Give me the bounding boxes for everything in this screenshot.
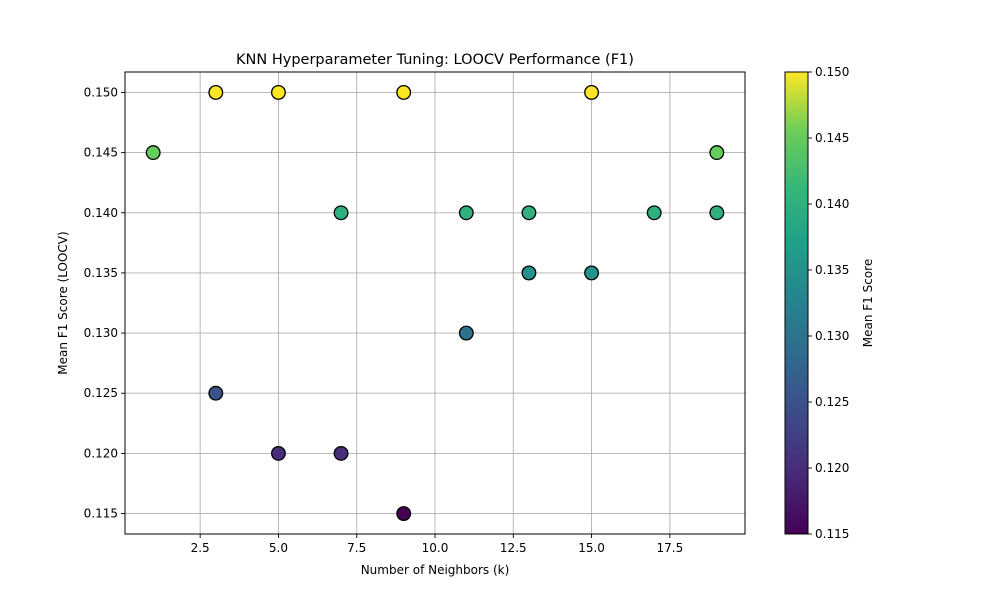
colorbar-tick-label: 0.130 (815, 329, 849, 343)
y-axis-label: Mean F1 Score (LOOCV) (56, 231, 70, 374)
y-tick-label: 0.135 (84, 266, 118, 280)
data-point (333, 205, 349, 221)
colorbar-tick-label: 0.145 (815, 131, 849, 145)
y-tick-label: 0.150 (84, 85, 118, 99)
y-tick-label: 0.145 (84, 146, 118, 160)
colorbar-tick-label: 0.135 (815, 263, 849, 277)
x-tick-label: 12.5 (500, 541, 527, 555)
data-point (521, 265, 537, 281)
data-point (145, 145, 161, 161)
colorbar: 0.115 0.120 0.125 0.130 0.135 0.140 0.145 0.150… (784, 65, 875, 541)
data-point (333, 445, 349, 461)
chart-title: KNN Hyperparameter Tuning: LOOCV Perform… (236, 52, 634, 68)
y-tick-label: 0.120 (84, 446, 118, 460)
x-tick-label: 15.0 (578, 541, 605, 555)
colorbar-tick-label: 0.150 (815, 65, 849, 79)
data-point (646, 205, 662, 221)
x-axis-label: Number of Neighbors (k) (361, 563, 510, 577)
colorbar-tick-label: 0.125 (815, 395, 849, 409)
x-tick-label: 17.5 (656, 541, 683, 555)
colorbar-tick-label: 0.115 (815, 527, 849, 541)
data-point (709, 145, 725, 161)
colorbar-ticks: 0.115 0.120 0.125 0.130 0.135 0.140 0.145 0.150 (808, 65, 849, 541)
x-tick-label: 5.0 (269, 541, 288, 555)
x-tick-label: 2.5 (191, 541, 210, 555)
colorbar-tick-label: 0.140 (815, 197, 849, 211)
data-point (208, 385, 224, 401)
grid (125, 72, 745, 534)
data-point (270, 85, 286, 100)
x-tick-label: 10.0 (422, 541, 449, 555)
data-point (396, 85, 412, 100)
colorbar-gradient (784, 71, 809, 535)
colorbar-tick-label: 0.120 (815, 461, 849, 475)
x-axis-ticks: 2.5 5.0 7.5 10.0 12.5 15.0 17.5 (191, 534, 683, 555)
data-point (521, 205, 537, 221)
data-point (584, 85, 600, 100)
colorbar-label: Mean F1 Score (861, 259, 875, 347)
y-tick-label: 0.125 (84, 386, 118, 400)
data-point (458, 325, 474, 341)
data-point (458, 205, 474, 221)
y-tick-label: 0.115 (84, 507, 118, 521)
y-tick-label: 0.140 (84, 206, 118, 220)
data-point (208, 85, 224, 100)
data-point (709, 205, 725, 221)
x-tick-label: 7.5 (347, 541, 366, 555)
data-points (145, 85, 725, 521)
data-point (584, 265, 600, 281)
data-point (270, 445, 286, 461)
y-tick-label: 0.130 (84, 326, 118, 340)
y-axis-ticks: 0.115 0.120 0.125 0.130 0.135 0.140 0.145 0.150 (84, 85, 125, 521)
data-point (396, 506, 412, 521)
